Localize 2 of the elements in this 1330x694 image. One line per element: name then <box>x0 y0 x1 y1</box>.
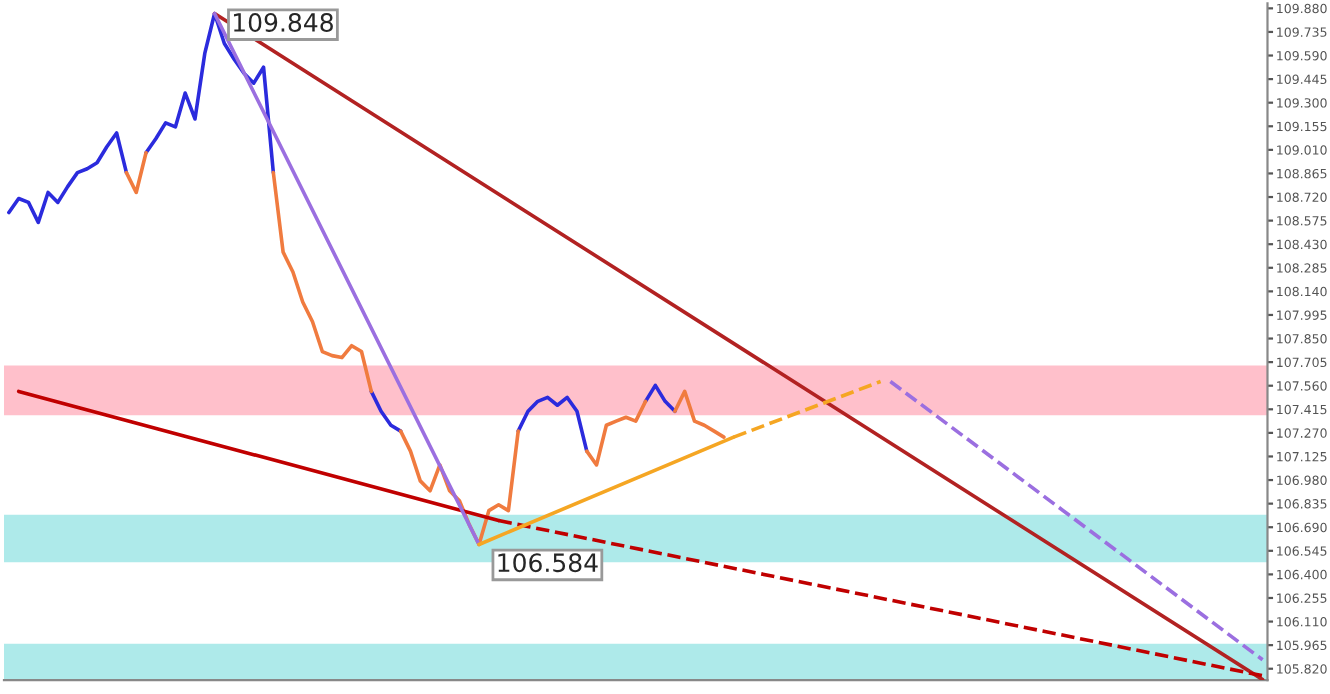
annotation: 109.848 <box>233 13 333 32</box>
annotation: 106.584 <box>498 553 598 573</box>
